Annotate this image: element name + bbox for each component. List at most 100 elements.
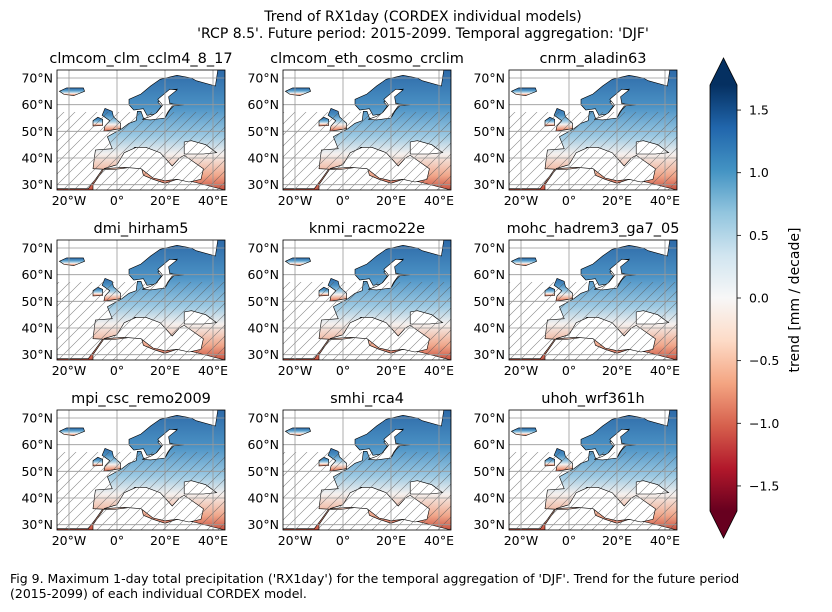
x-tick-label: 40°E: [424, 363, 454, 378]
x-tick-label: 20°E: [602, 533, 632, 548]
x-tick-label: 0°: [110, 193, 124, 208]
y-tick-label: 40°N: [21, 321, 53, 336]
hatch-overlay: [509, 282, 677, 360]
map-frame: [282, 69, 452, 191]
colorbar-label: trend [mm / decade]: [787, 228, 803, 373]
y-tick-label: 60°N: [473, 97, 505, 112]
y-tick-label: 30°N: [247, 177, 279, 192]
x-tick-label: 40°E: [424, 193, 454, 208]
x-tick-label: 20°E: [376, 363, 406, 378]
y-tick-label: 60°N: [21, 267, 53, 282]
y-tick-label: 70°N: [21, 241, 53, 256]
map-panel: clmcom_eth_cosmo_crclim 30°N 40°N 50°N 60°N 7…: [247, 51, 468, 208]
sea-area: [456, 142, 468, 163]
panel-title: uhoh_wrf361h: [541, 391, 644, 407]
panel-title: mohc_hadrem3_ga7_05: [507, 221, 680, 237]
sea-area: [682, 312, 694, 333]
map-frame: [56, 69, 226, 191]
y-tick-label: 70°N: [247, 241, 279, 256]
y-tick-label: 60°N: [21, 97, 53, 112]
y-tick-label: 40°N: [247, 321, 279, 336]
hatch-overlay: [509, 452, 677, 530]
map-frame: [508, 239, 678, 361]
map-field: [509, 240, 694, 360]
x-tick-label: 20°W: [52, 363, 87, 378]
land-area: [284, 87, 311, 96]
map-frame: [56, 409, 226, 531]
land-area: [58, 427, 85, 436]
x-tick-label: 20°E: [602, 363, 632, 378]
y-tick-label: 40°N: [247, 491, 279, 506]
hatch-overlay: [283, 452, 451, 530]
hatch-overlay: [57, 112, 225, 190]
map-field: [57, 410, 242, 530]
sea-area: [682, 142, 694, 163]
land-area: [284, 427, 311, 436]
colorbar-tick-label: −1.0: [749, 416, 779, 431]
y-tick-label: 70°N: [473, 241, 505, 256]
x-tick-label: 20°E: [376, 533, 406, 548]
y-tick-label: 60°N: [247, 97, 279, 112]
x-tick-label: 40°E: [424, 533, 454, 548]
sea-area: [456, 482, 468, 503]
colorbar-tick-label: 0.0: [749, 291, 769, 306]
x-tick-label: 20°E: [376, 193, 406, 208]
x-tick-label: 20°W: [52, 533, 87, 548]
land-area: [58, 257, 85, 266]
map-field: [509, 410, 694, 530]
y-tick-label: 50°N: [473, 294, 505, 309]
sea-area: [230, 312, 242, 333]
map-panel: mpi_csc_remo2009 30°N 40°N 50°N 60°N 70°N 20°W…: [21, 391, 242, 548]
map-field: [283, 240, 468, 360]
hatch-overlay: [57, 282, 225, 360]
y-tick-label: 50°N: [247, 294, 279, 309]
colorbar-body: [710, 85, 737, 511]
map-field: [283, 70, 468, 190]
y-tick-label: 50°N: [21, 294, 53, 309]
figure-title-line2: 'RCP 8.5'. Future period: 2015-2099. Tem…: [197, 26, 649, 42]
hatch-overlay: [283, 112, 451, 190]
x-tick-label: 40°E: [198, 363, 228, 378]
map-field: [509, 70, 694, 190]
map-field: [57, 240, 242, 360]
x-tick-label: 20°W: [52, 193, 87, 208]
sea-area: [682, 482, 694, 503]
x-tick-label: 0°: [562, 533, 576, 548]
colorbar-tick-label: 0.5: [749, 228, 769, 243]
sea-area: [230, 482, 242, 503]
map-frame: [508, 69, 678, 191]
map-panel: cnrm_aladin63 30°N 40°N 50°N 60°N 70°N 20°W 0° 2…: [473, 51, 694, 208]
y-tick-label: 30°N: [21, 177, 53, 192]
y-tick-label: 50°N: [21, 464, 53, 479]
x-tick-label: 0°: [336, 193, 350, 208]
x-tick-label: 40°E: [650, 363, 680, 378]
panel-title: clmcom_eth_cosmo_crclim: [270, 51, 464, 67]
sea-area: [230, 142, 242, 163]
land-area: [510, 87, 537, 96]
y-tick-label: 70°N: [473, 71, 505, 86]
hatch-overlay: [283, 282, 451, 360]
caption-line1: Fig 9. Maximum 1-day total precipitation…: [10, 571, 740, 586]
y-tick-label: 70°N: [473, 411, 505, 426]
map-panel: dmi_hirham5 30°N 40°N 50°N 60°N 70°N 20°W 0° 20°…: [21, 221, 242, 378]
map-frame: [56, 239, 226, 361]
x-tick-label: 0°: [110, 533, 124, 548]
colorbar-outline: [709, 57, 738, 539]
x-tick-label: 20°E: [602, 193, 632, 208]
x-tick-label: 40°E: [650, 533, 680, 548]
x-tick-label: 40°E: [650, 193, 680, 208]
sea-area: [456, 312, 468, 333]
x-tick-label: 20°W: [278, 363, 313, 378]
y-tick-label: 50°N: [247, 464, 279, 479]
x-tick-label: 20°E: [150, 193, 180, 208]
x-tick-label: 0°: [562, 193, 576, 208]
y-tick-label: 60°N: [473, 267, 505, 282]
panel-title: smhi_rca4: [330, 391, 404, 407]
x-tick-label: 40°E: [198, 193, 228, 208]
y-tick-label: 30°N: [247, 347, 279, 362]
caption-line2: (2015-2099) of each individual CORDEX mo…: [10, 586, 307, 601]
y-tick-label: 60°N: [21, 437, 53, 452]
x-tick-label: 20°W: [278, 533, 313, 548]
x-tick-label: 0°: [336, 533, 350, 548]
